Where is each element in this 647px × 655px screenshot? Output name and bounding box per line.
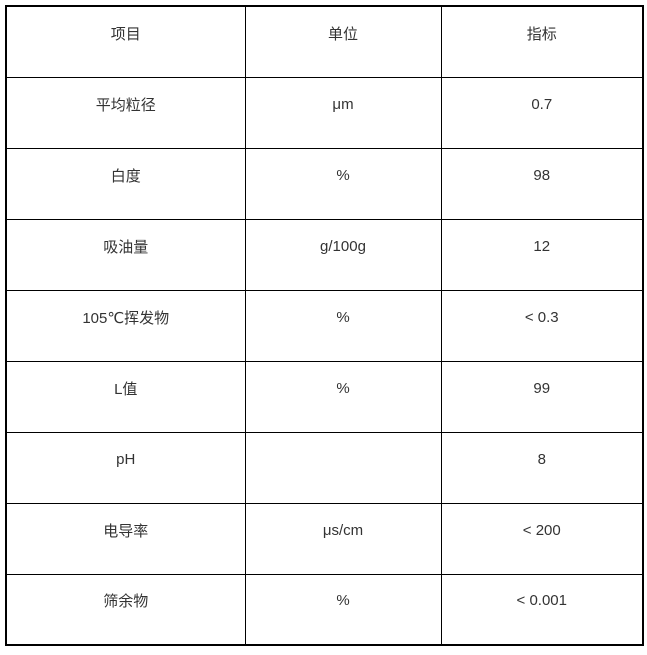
- product-spec-table: 项目 单位 指标 平均粒径 μm 0.7 白度 % 98 吸油量 g/100g …: [5, 5, 644, 646]
- cell-unit: μs/cm: [244, 502, 442, 575]
- cell-value: < 0.3: [440, 289, 644, 362]
- cell-unit: %: [244, 360, 442, 433]
- cell-item: pH: [5, 431, 246, 504]
- cell-item: 白度: [5, 147, 246, 220]
- cell-value: 8: [440, 431, 644, 504]
- cell-unit: %: [244, 289, 442, 362]
- cell-value: 98: [440, 147, 644, 220]
- cell-item: L值: [5, 360, 246, 433]
- cell-value: 0.7: [440, 76, 644, 149]
- cell-unit: %: [244, 573, 442, 646]
- cell-value: 99: [440, 360, 644, 433]
- cell-item: 电导率: [5, 502, 246, 575]
- table-row: 电导率 μs/cm < 200: [5, 502, 644, 575]
- table-row: L值 % 99: [5, 360, 644, 433]
- cell-item: 筛余物: [5, 573, 246, 646]
- cell-unit: g/100g: [244, 218, 442, 291]
- header-item: 项目: [5, 5, 246, 78]
- cell-unit: μm: [244, 76, 442, 149]
- cell-value: < 0.001: [440, 573, 644, 646]
- cell-item: 平均粒径: [5, 76, 246, 149]
- cell-item: 吸油量: [5, 218, 246, 291]
- table-row: 105℃挥发物 % < 0.3: [5, 289, 644, 362]
- table-row: 白度 % 98: [5, 147, 644, 220]
- table-row: 吸油量 g/100g 12: [5, 218, 644, 291]
- cell-unit: %: [244, 147, 442, 220]
- table-row: pH 8: [5, 431, 644, 504]
- cell-value: < 200: [440, 502, 644, 575]
- table-row: 平均粒径 μm 0.7: [5, 76, 644, 149]
- cell-unit: [244, 431, 442, 504]
- table-row: 筛余物 % < 0.001: [5, 573, 644, 646]
- cell-value: 12: [440, 218, 644, 291]
- table-header-row: 项目 单位 指标: [5, 5, 644, 78]
- header-unit: 单位: [244, 5, 442, 78]
- header-value: 指标: [440, 5, 644, 78]
- cell-item: 105℃挥发物: [5, 289, 246, 362]
